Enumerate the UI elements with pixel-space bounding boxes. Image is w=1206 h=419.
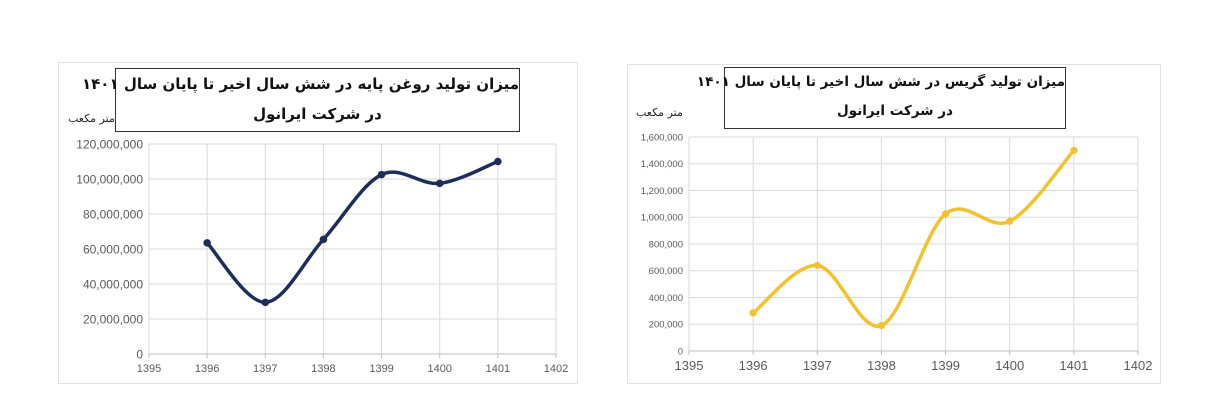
y-tick-label: 0 (678, 346, 683, 357)
y-tick-label: 600,000 (649, 266, 683, 277)
series-line (205, 159, 500, 305)
y-tick-label: 1,600,000 (641, 132, 683, 143)
chart-title: میزان تولید گریس در شش سال اخیر تا پایان… (696, 67, 1066, 129)
chart-title: میزان تولید روغن پایه در شش سال اخیر تا … (82, 68, 520, 132)
x-tick-label: 1400 (427, 363, 451, 375)
data-point-1400 (435, 179, 444, 188)
data-point-1396 (749, 309, 757, 317)
y-tick-label: 120,000,000 (76, 137, 143, 151)
data-point-1397 (261, 298, 270, 307)
chart-title-line-1: میزان تولید گریس در شش سال اخیر تا پایان… (696, 74, 1065, 90)
chart-grease: 0 200,000 400,000 600,000 800,000 1,000,000 1,… (627, 64, 1161, 384)
y-unit-label: متر مکعب (636, 106, 683, 119)
x-tick-label: 1397 (253, 363, 277, 375)
data-point-1398 (319, 235, 328, 244)
data-point-1401 (1070, 146, 1078, 154)
y-tick-label: 60,000,000 (83, 242, 143, 256)
y-tick-label: 100,000,000 (76, 172, 143, 186)
x-tick-label: 1401 (486, 363, 510, 375)
chart-title-line-2: در شرکت ایرانول (837, 103, 953, 119)
data-point-1397 (813, 261, 821, 269)
y-tick-label: 200,000 (649, 320, 683, 331)
x-tick-label: 1398 (867, 358, 896, 373)
x-tick-label: 1398 (311, 363, 335, 375)
y-tick-label: 1,000,000 (641, 213, 683, 224)
x-tick-label: 1397 (803, 358, 832, 373)
data-point-1398 (877, 321, 886, 330)
x-tick-label: 1399 (369, 363, 393, 375)
x-tick-label: 1402 (1124, 358, 1153, 373)
y-tick-label: 1,200,000 (641, 186, 683, 197)
y-tick-label: 1,400,000 (641, 159, 683, 170)
x-tick-label: 1395 (137, 363, 161, 375)
x-tick-label: 1395 (675, 358, 704, 373)
y-tick-label: 0 (136, 347, 143, 361)
data-point-1401 (494, 157, 502, 166)
data-point-1400 (1006, 217, 1014, 225)
chart-plot-base-oil: 0 20,000,000 40,000,000 60,000,000 80,000,00… (76, 137, 568, 375)
x-tick-label: 1401 (1059, 358, 1088, 373)
x-tick-label: 1402 (544, 363, 568, 375)
data-point-1399 (941, 210, 950, 218)
y-tick-label: 800,000 (649, 239, 683, 250)
y-unit-label: متر مکعب (68, 112, 115, 125)
chart-title-line-2: در شرکت ایرانول (253, 105, 382, 123)
y-tick-label: 80,000,000 (83, 207, 143, 221)
x-tick-label: 1399 (931, 358, 960, 373)
data-point-1399 (377, 170, 386, 179)
chart-plot-grease: 0 200,000 400,000 600,000 800,000 1,000,000 1,… (641, 132, 1153, 373)
x-tick-label: 1396 (195, 363, 219, 375)
y-tick-label: 400,000 (649, 293, 683, 304)
data-point-1396 (203, 239, 211, 247)
series-line (751, 148, 1076, 328)
y-tick-label: 40,000,000 (83, 277, 143, 291)
y-tick-label: 20,000,000 (83, 312, 143, 326)
x-tick-label: 1400 (995, 358, 1024, 373)
chart-title-line-1: میزان تولید روغن پایه در شش سال اخیر تا … (82, 75, 519, 93)
chart-base-oil: 0 20,000,000 40,000,000 60,000,000 80,000,00… (58, 62, 578, 384)
x-tick-label: 1396 (739, 358, 768, 373)
